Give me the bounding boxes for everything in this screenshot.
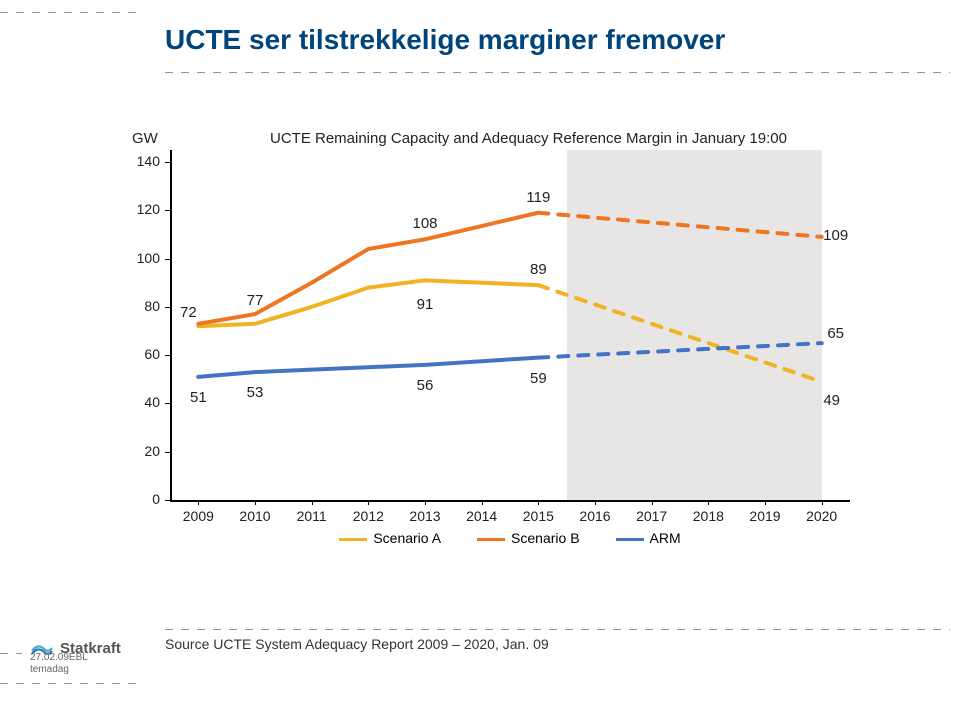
chart-title: UCTE Remaining Capacity and Adequacy Ref… xyxy=(270,130,787,147)
y-tick-label: 100 xyxy=(120,250,160,266)
legend-item: ARM xyxy=(616,530,681,546)
x-tick xyxy=(708,500,709,505)
x-tick xyxy=(822,500,823,505)
data-label: 49 xyxy=(823,392,840,409)
x-tick xyxy=(538,500,539,505)
x-tick xyxy=(765,500,766,505)
legend-label: Scenario B xyxy=(511,530,579,546)
data-label: 119 xyxy=(526,189,550,206)
x-tick-label: 2016 xyxy=(570,508,620,524)
legend-item: Scenario B xyxy=(477,530,579,546)
x-tick xyxy=(255,500,256,505)
x-tick-label: 2012 xyxy=(343,508,393,524)
x-tick-label: 2014 xyxy=(457,508,507,524)
y-axis-unit: GW xyxy=(132,130,158,147)
y-tick-label: 60 xyxy=(120,346,160,362)
x-tick xyxy=(312,500,313,505)
legend-label: Scenario A xyxy=(373,530,441,546)
y-tick-label: 80 xyxy=(120,298,160,314)
x-tick xyxy=(652,500,653,505)
data-label: 53 xyxy=(247,384,264,401)
data-label: 72 xyxy=(180,304,197,321)
decoration-dash-bottom2 xyxy=(0,653,22,654)
x-tick-label: 2020 xyxy=(797,508,847,524)
legend-label: ARM xyxy=(650,530,681,546)
x-tick-label: 2015 xyxy=(513,508,563,524)
x-axis xyxy=(170,500,850,502)
y-tick xyxy=(165,403,170,404)
x-tick xyxy=(425,500,426,505)
y-tick-label: 0 xyxy=(120,491,160,507)
y-tick-label: 20 xyxy=(120,443,160,459)
data-label: 51 xyxy=(190,389,207,406)
y-tick xyxy=(165,355,170,356)
chart-legend: Scenario A Scenario B ARM xyxy=(170,530,850,546)
x-tick xyxy=(368,500,369,505)
data-label: 91 xyxy=(417,296,434,313)
data-label: 89 xyxy=(530,261,547,278)
x-tick-label: 2017 xyxy=(627,508,677,524)
x-tick-label: 2019 xyxy=(740,508,790,524)
x-tick xyxy=(482,500,483,505)
series-line-scenario-b xyxy=(538,213,821,237)
data-label: 56 xyxy=(417,377,434,394)
y-tick-label: 120 xyxy=(120,201,160,217)
y-tick-label: 40 xyxy=(120,394,160,410)
data-label: 108 xyxy=(412,215,437,232)
y-tick xyxy=(165,259,170,260)
x-tick xyxy=(595,500,596,505)
page-title: UCTE ser tilstrekkelige marginer fremove… xyxy=(165,24,725,56)
x-tick-label: 2009 xyxy=(173,508,223,524)
footer-text: 27.02.09EBLtemadag xyxy=(30,652,88,676)
series-line-arm xyxy=(538,343,821,357)
series-line-arm xyxy=(198,358,538,377)
decoration-dash-top-left xyxy=(0,12,140,13)
x-tick-label: 2013 xyxy=(400,508,450,524)
source-text: Source UCTE System Adequacy Report 2009 … xyxy=(165,636,549,652)
legend-swatch xyxy=(477,538,505,541)
data-label: 65 xyxy=(827,325,844,342)
decoration-dash-bottom xyxy=(0,683,140,684)
y-tick xyxy=(165,210,170,211)
x-tick xyxy=(198,500,199,505)
y-axis xyxy=(170,150,172,500)
series-line-scenario-a xyxy=(538,285,821,382)
chart-lines xyxy=(170,150,850,500)
x-tick-label: 2011 xyxy=(287,508,337,524)
data-label: 59 xyxy=(530,370,547,387)
legend-item: Scenario A xyxy=(339,530,441,546)
decoration-dash-under-title xyxy=(165,72,950,73)
chart-plot-area: 7291894977108119109515356596502040608010… xyxy=(170,150,850,500)
legend-swatch xyxy=(339,538,367,541)
decoration-dash-above-source xyxy=(165,629,950,630)
y-tick xyxy=(165,500,170,501)
y-tick-label: 140 xyxy=(120,153,160,169)
y-tick xyxy=(165,307,170,308)
y-tick xyxy=(165,162,170,163)
x-tick-label: 2018 xyxy=(683,508,733,524)
legend-swatch xyxy=(616,538,644,541)
data-label: 77 xyxy=(247,292,264,309)
y-tick xyxy=(165,452,170,453)
data-label: 109 xyxy=(823,227,848,244)
x-tick-label: 2010 xyxy=(230,508,280,524)
